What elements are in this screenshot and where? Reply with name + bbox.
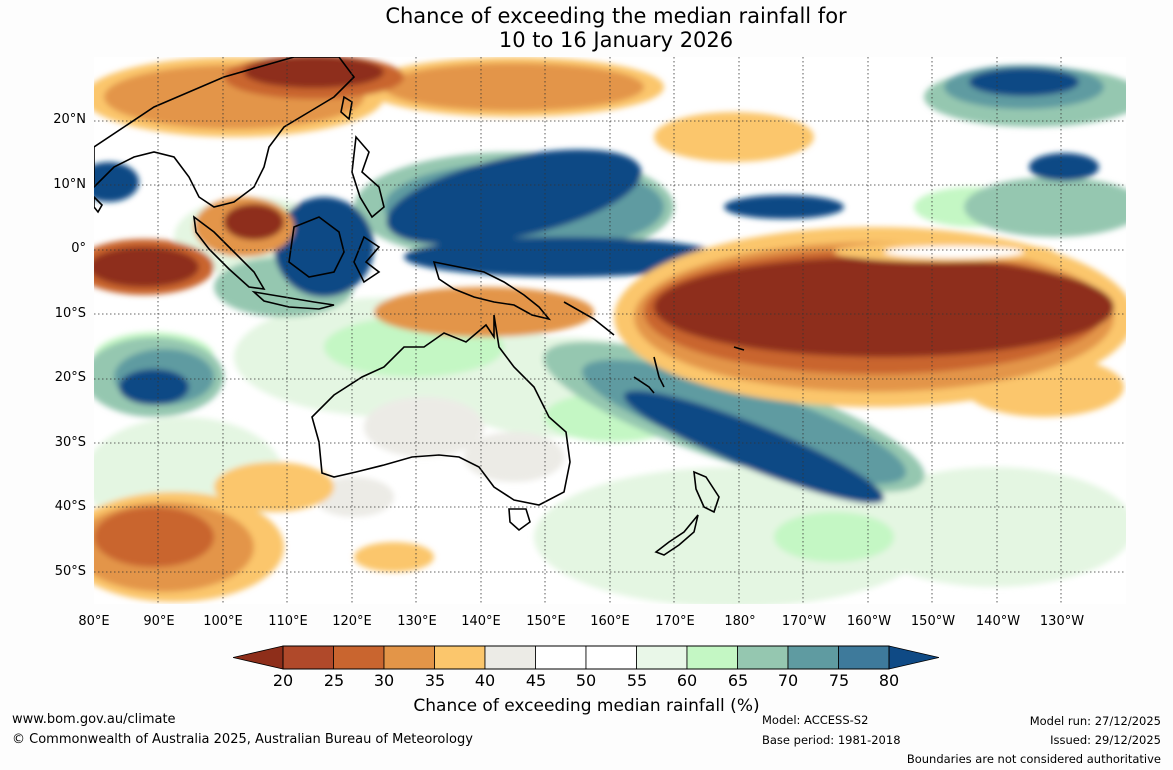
colorbar-tick: 25 xyxy=(323,671,345,690)
colorbar-cell xyxy=(636,645,688,670)
lon-label-100e: 100°E xyxy=(203,614,243,629)
colorbar-cell xyxy=(535,645,587,670)
lon-label-120e: 120°E xyxy=(332,614,372,629)
colorbar-cell xyxy=(282,645,334,670)
colorbar-cell xyxy=(383,645,435,670)
lat-label-20n: 20°N xyxy=(53,112,86,127)
colorbar-tick: 60 xyxy=(676,671,698,690)
colorbar-upper-arrow xyxy=(888,645,939,670)
colorbar-cell xyxy=(333,645,385,670)
graticule xyxy=(94,57,1126,604)
colorbar-label: Chance of exceeding median rainfall (%) xyxy=(413,696,760,716)
lat-label-20s: 20°S xyxy=(54,370,86,385)
lat-label-10n: 10°N xyxy=(53,177,86,192)
colorbar xyxy=(233,645,939,670)
map-title-line2: 10 to 16 January 2026 xyxy=(498,28,734,52)
colorbar-tick: 55 xyxy=(626,671,648,690)
colorbar-tick: 30 xyxy=(373,671,395,690)
lon-label-130w: 130°W xyxy=(1039,614,1085,629)
copyright-text: © Commonwealth of Australia 2025, Austra… xyxy=(12,732,473,747)
model-name: Model: ACCESS-S2 xyxy=(762,713,869,727)
lon-label-150w: 150°W xyxy=(910,614,956,629)
rainfall-probability-map xyxy=(94,57,1126,604)
model-run-date: Model run: 27/12/2025 xyxy=(1029,714,1161,728)
lon-label-170e: 170°E xyxy=(655,614,695,629)
issued-date: Issued: 29/12/2025 xyxy=(1050,733,1161,747)
lat-label-10s: 10°S xyxy=(54,306,86,321)
lat-label-40s: 40°S xyxy=(54,499,86,514)
base-period: Base period: 1981-2018 xyxy=(762,733,901,747)
lon-label-150e: 150°E xyxy=(526,614,566,629)
lon-label-140w: 140°W xyxy=(975,614,1021,629)
lon-label-110e: 110°E xyxy=(268,614,308,629)
lon-label-160w: 160°W xyxy=(846,614,892,629)
colorbar-tick: 40 xyxy=(474,671,496,690)
colorbar-tick: 35 xyxy=(424,671,446,690)
colorbar-tick: 80 xyxy=(878,671,900,690)
lon-label-180: 180° xyxy=(724,614,756,629)
map-title-line1: Chance of exceeding the median rainfall … xyxy=(385,4,847,28)
lat-label-30s: 30°S xyxy=(54,435,86,450)
lon-label-80e: 80°E xyxy=(78,614,110,629)
colorbar-tick: 70 xyxy=(777,671,799,690)
boundaries-disclaimer: Boundaries are not considered authoritat… xyxy=(906,752,1161,766)
coastlines xyxy=(94,57,745,556)
colorbar-cell xyxy=(585,645,637,670)
colorbar-cell xyxy=(686,645,738,670)
colorbar-cell xyxy=(737,645,789,670)
colorbar-tick: 50 xyxy=(575,671,597,690)
colorbar-tick: 65 xyxy=(727,671,749,690)
lat-label-0: 0° xyxy=(71,241,86,256)
lon-label-130e: 130°E xyxy=(397,614,437,629)
lon-label-160e: 160°E xyxy=(590,614,630,629)
lon-label-90e: 90°E xyxy=(143,614,175,629)
colorbar-cell xyxy=(838,645,890,670)
lon-label-140e: 140°E xyxy=(461,614,501,629)
colorbar-cell xyxy=(484,645,536,670)
map-title: Chance of exceeding the median rainfall … xyxy=(0,4,1173,52)
colorbar-tick: 20 xyxy=(272,671,294,690)
colorbar-cell xyxy=(434,645,486,670)
colorbar-tick: 75 xyxy=(828,671,850,690)
colorbar-lower-arrow xyxy=(233,645,284,670)
colorbar-tick: 45 xyxy=(525,671,547,690)
lon-label-170w: 170°W xyxy=(781,614,827,629)
colorbar-cell xyxy=(787,645,839,670)
website-link[interactable]: www.bom.gov.au/climate xyxy=(12,712,176,727)
lat-label-50s: 50°S xyxy=(54,564,86,579)
